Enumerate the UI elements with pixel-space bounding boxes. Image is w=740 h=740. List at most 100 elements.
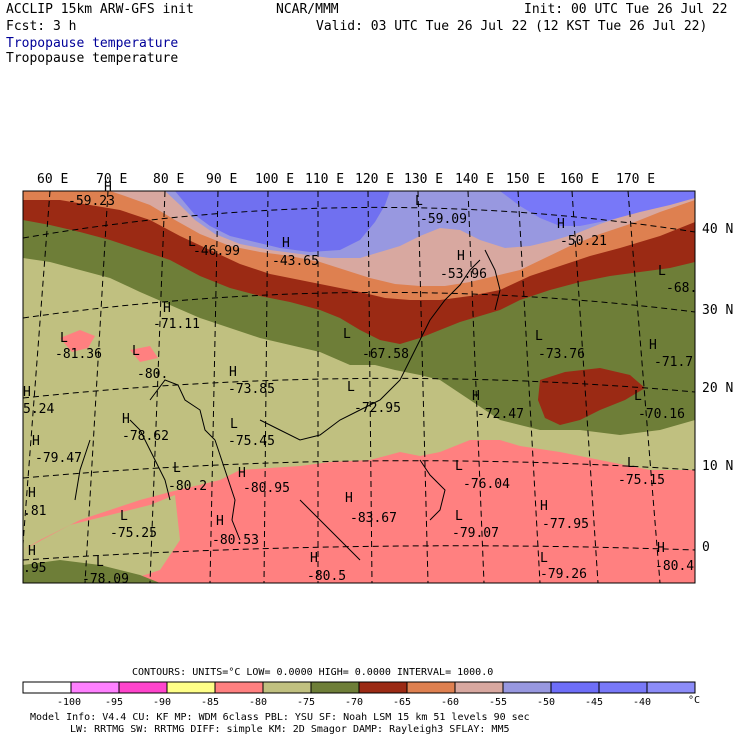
low-marker: L — [188, 235, 196, 250]
low-marker: L — [455, 459, 463, 474]
init-time: Init: 00 UTC Tue 26 Jul 22 — [524, 2, 728, 17]
shade-pink-india-2 — [130, 346, 158, 362]
low-marker: L — [230, 417, 238, 432]
lat-label: 30 N — [702, 303, 734, 318]
legend-swatch — [22, 681, 72, 694]
high-marker: H — [345, 491, 353, 506]
value-label: -72.95 — [354, 401, 401, 416]
color-legend — [22, 681, 696, 694]
institution-label: NCAR/MMM — [276, 2, 339, 17]
legend-swatch — [598, 681, 648, 694]
high-marker: H — [32, 434, 40, 449]
lon-label: 140 E — [455, 172, 495, 187]
value-label: -73.76 — [538, 347, 585, 362]
value-label: -72.47 — [477, 407, 524, 422]
map-frame — [22, 190, 696, 584]
value-label: -80.2 — [168, 479, 207, 494]
high-marker: H — [104, 180, 112, 195]
high-marker: H — [649, 338, 657, 353]
legend-swatch — [262, 681, 312, 694]
value-label: -80. — [137, 367, 168, 382]
value-label: -76.04 — [463, 477, 510, 492]
legend-label: -85 — [201, 697, 220, 708]
legend-swatch — [214, 681, 264, 694]
legend-swatch — [358, 681, 408, 694]
legend-label: -95 — [105, 697, 124, 708]
legend-label: -90 — [153, 697, 172, 708]
value-label: -50.21 — [560, 234, 607, 249]
lon-label: 70 E — [96, 172, 128, 187]
high-marker: H — [238, 466, 246, 481]
value-label: -46.99 — [193, 244, 240, 259]
lat-label: 10 N — [702, 459, 734, 474]
legend-swatch — [646, 681, 696, 694]
low-marker: L — [658, 264, 666, 279]
lon-label: 160 E — [560, 172, 600, 187]
high-marker: H — [28, 486, 36, 501]
map-value-labels: -59.23 -46.99 -43.65 -59.09 -50.21 -53.96 -68.… — [23, 194, 697, 587]
value-label: -53.96 — [440, 267, 487, 282]
lon-label: 170 E — [616, 172, 656, 187]
value-label: -71.7 — [654, 355, 693, 370]
value-label: -77.95 — [542, 517, 589, 532]
low-marker: L — [455, 509, 463, 524]
shade-maroon-east — [538, 368, 645, 425]
shade-pink-india — [60, 330, 95, 352]
legend-label: -50 — [537, 697, 556, 708]
lon-label: 80 E — [153, 172, 185, 187]
value-label: -75.15 — [618, 473, 665, 488]
legend-swatch — [406, 681, 456, 694]
low-marker: L — [132, 344, 140, 359]
high-marker: H — [163, 301, 171, 316]
value-label: .95 — [23, 561, 46, 576]
low-marker: L — [627, 456, 635, 471]
lat-label: 40 N — [702, 222, 734, 237]
high-marker: H — [540, 499, 548, 514]
lat-label: 0 — [702, 540, 710, 555]
value-label: -68. — [666, 281, 697, 296]
shade-olive-dark-sw — [23, 560, 160, 583]
legend-unit: °C — [688, 695, 701, 706]
value-label: -59.09 — [420, 212, 467, 227]
value-label: -75.45 — [228, 434, 275, 449]
value-label: -83.67 — [350, 511, 397, 526]
high-marker: H — [23, 385, 31, 400]
value-label: -43.65 — [272, 254, 319, 269]
value-label: -80.5 — [307, 569, 346, 584]
legend-swatch — [454, 681, 504, 694]
value-label: -67.58 — [362, 347, 409, 362]
model-info-1: Model Info: V4.4 CU: KF MP: WDM 6class P… — [30, 712, 530, 723]
value-label: -59.23 — [68, 194, 115, 209]
value-label: -81.36 — [55, 347, 102, 362]
value-label: 5.24 — [23, 402, 54, 417]
legend-label: -70 — [345, 697, 364, 708]
lat-label: 20 N — [702, 381, 734, 396]
model-info-2: LW: RRTMG SW: RRTMG DIFF: simple KM: 2D … — [70, 724, 510, 735]
shade-blue — [175, 191, 390, 252]
high-marker: H — [282, 236, 290, 251]
model-title: ACCLIP 15km ARW-GFS init — [6, 2, 194, 17]
value-label: -80.53 — [212, 533, 259, 548]
lon-label: 130 E — [404, 172, 444, 187]
value-label: .81 — [23, 504, 46, 519]
low-marker: L — [343, 327, 351, 342]
low-marker: L — [60, 331, 68, 346]
low-marker: L — [535, 329, 543, 344]
coastlines — [74, 249, 501, 561]
value-label: -78.62 — [122, 429, 169, 444]
legend-label: -80 — [249, 697, 268, 708]
legend-label: -45 — [585, 697, 604, 708]
high-marker: H — [557, 217, 565, 232]
legend-swatch — [502, 681, 552, 694]
high-marker: H — [472, 389, 480, 404]
contours-info: CONTOURS: UNITS=°C LOW= 0.0000 HIGH= 0.0… — [132, 667, 494, 678]
legend-label: -100 — [57, 697, 82, 708]
low-marker: L — [96, 555, 104, 570]
high-marker: H — [657, 541, 665, 556]
low-marker: L — [120, 509, 128, 524]
legend-swatch — [550, 681, 600, 694]
legend-label: -65 — [393, 697, 412, 708]
low-marker: L — [634, 389, 642, 404]
high-marker: H — [310, 551, 318, 566]
